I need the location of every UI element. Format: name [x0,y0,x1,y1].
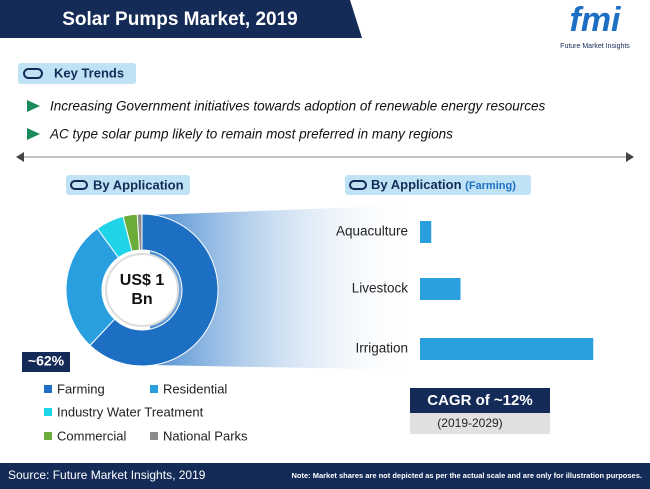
key-trends-pill [18,63,136,84]
cagr-period: (2019-2029) [437,416,502,430]
pill [66,175,190,195]
logo-caption: Future Market Insights [560,43,630,50]
legend-swatch [44,432,52,440]
title-bar [0,0,362,38]
bar-title: By Application (Farming) [371,177,516,192]
funnel [150,205,420,370]
legend-label: Commercial [57,428,126,443]
value-label-box [22,352,70,372]
trend: AC type solar pump likely to remain most… [49,127,453,142]
title: Solar Pumps Market, 2019 [62,9,298,30]
legend-swatch [44,408,52,416]
legend-label: Farming [57,381,105,396]
center-label: US$ 1 Bn [120,272,165,308]
bar-label: Livestock [352,281,409,296]
donut-title: By Application [93,177,184,192]
pill-icon [23,68,43,79]
trend: Increasing Government initiatives toward… [50,99,546,114]
donut-slice [136,213,143,251]
bar [420,338,594,360]
value-label: ~62% [28,353,65,369]
logo: fmi [570,1,623,39]
cagr-box [410,388,550,413]
bar-label: Irrigation [355,341,408,356]
pill [345,175,531,195]
bullet [27,100,40,112]
pill-icon [349,180,367,190]
legend-swatch [150,385,158,393]
legend-swatch [150,432,158,440]
pill-icon [70,180,88,190]
bullet [27,128,40,140]
cagr-period-box [410,413,550,434]
bar-label: Aquaculture [336,224,408,239]
donut-center [105,253,179,327]
legend-label: National Parks [163,428,248,443]
legend-swatch [44,385,52,393]
donut-slice [65,227,120,347]
bar [420,221,432,243]
bar [420,278,461,300]
note: Note: Market shares are not depicted as … [291,471,642,480]
cagr-label: CAGR of ~12% [427,392,532,409]
footer-bar [0,463,650,489]
key-trends-title: Key Trends [54,65,124,80]
donut-slice [89,213,219,367]
legend-label: Residential [163,381,227,396]
source: Source: Future Market Insights, 2019 [8,468,206,482]
legend-label: Industry Water Treatment [57,404,204,419]
